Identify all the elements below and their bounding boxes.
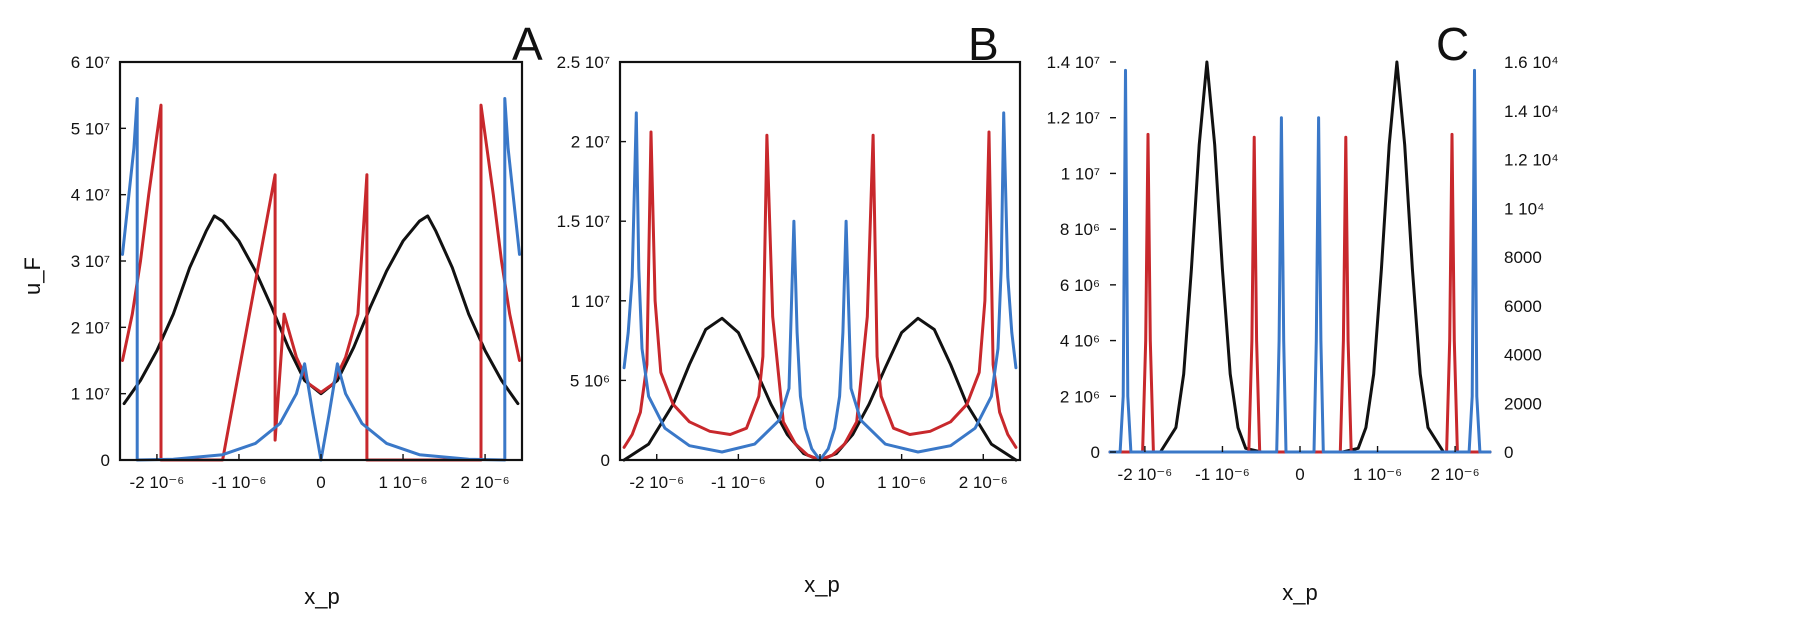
- panel-b-series-blue-line: [622, 111, 1018, 462]
- panel-a-y-tick-label-5-10: 5 10⁷: [71, 119, 110, 138]
- panel-c-series-layer: [1108, 60, 1492, 454]
- panel-b-y-tick-label-2-10: 2 10⁷: [571, 133, 610, 152]
- panel-c-series-black-line: [1108, 60, 1492, 454]
- panel-a: -2 10⁻⁶ -1 10⁻⁶ 0 1 10⁻⁶ 2 10⁻⁶ 0 1 10⁷ 2 10⁷ 3 …: [20, 18, 543, 609]
- panel-c-letter: C: [1436, 18, 1469, 70]
- panel-a-series-layer: [121, 97, 521, 462]
- panel-c-x-tick-label-2-10: -2 10⁻⁶: [1118, 465, 1173, 484]
- panel-c-x-axis-label: x_p: [1282, 580, 1317, 605]
- panel-a-y-tick-label-2-10: 2 10⁷: [71, 318, 110, 337]
- panel-c-series-blue-line: [1108, 68, 1492, 454]
- panel-b-y-tick-label-1-10: 1 10⁷: [571, 292, 610, 311]
- panel-c-y-tick-label-8-10: 8 10⁶: [1060, 220, 1100, 239]
- panel-c-x-tick-label-2-10: 2 10⁻⁶: [1431, 465, 1480, 484]
- panel-a-x-axis-label: x_p: [304, 584, 339, 609]
- panel-a-y-tick-label-0: 0: [101, 451, 110, 470]
- panel-a-series-red-line: [121, 103, 521, 462]
- panel-b-y-tick-label-1-5-10: 1.5 10⁷: [557, 212, 610, 231]
- panel-c: -2 10⁻⁶ -1 10⁻⁶ 0 1 10⁻⁶ 2 10⁻⁶ 0 2 10⁶ 4 10⁶ 6 …: [1047, 18, 1559, 605]
- panel-c-y2-tick-label-4000: 4000: [1504, 346, 1542, 365]
- panel-a-y-tick-label-1-10: 1 10⁷: [71, 385, 110, 404]
- panel-c-y-tick-label-0: 0: [1091, 443, 1100, 462]
- panel-c-y-tick-label-2-10: 2 10⁶: [1060, 387, 1100, 406]
- panel-b-plot-frame: [618, 60, 1022, 462]
- panel-a-plot-frame: [118, 60, 524, 462]
- panel-a-x-tick-label-2-10: -2 10⁻⁶: [130, 473, 185, 492]
- panel-b-y-tick-label-0: 0: [601, 451, 610, 470]
- panel-a-y-tick-label-6-10: 6 10⁷: [71, 53, 110, 72]
- panel-a-series-blue-line: [121, 97, 521, 462]
- panel-c-y-tick-label-1-4-10: 1.4 10⁷: [1047, 53, 1100, 72]
- panel-a-ticks-layer: -2 10⁻⁶ -1 10⁻⁶ 0 1 10⁻⁶ 2 10⁻⁶ 0 1 10⁷ 2 10⁷ 3 …: [71, 53, 510, 492]
- panel-b-series-black-line: [622, 316, 1018, 462]
- panel-a-y-tick-label-3-10: 3 10⁷: [71, 252, 110, 271]
- panel-b-x-axis-label: x_p: [804, 572, 839, 597]
- panel-c-y-tick-label-4-10: 4 10⁶: [1060, 332, 1100, 351]
- panel-c-y2-tick-label-1-6-10: 1.6 10⁴: [1504, 53, 1559, 72]
- panel-c-y2-tick-label-8000: 8000: [1504, 248, 1542, 267]
- panel-b-x-tick-label-2-10: -2 10⁻⁶: [629, 473, 684, 492]
- panel-c-y2-tick-label-1-2-10: 1.2 10⁴: [1504, 151, 1559, 170]
- panel-a-x-tick-label-1-10: 1 10⁻⁶: [379, 473, 428, 492]
- panel-a-y-tick-label-4-10: 4 10⁷: [71, 186, 110, 205]
- panel-c-y2-tick-label-2000: 2000: [1504, 394, 1542, 413]
- panel-a-letter: A: [512, 18, 543, 70]
- panel-b-series-layer: [622, 111, 1018, 462]
- panel-a-x-tick-label-2-10: 2 10⁻⁶: [461, 473, 510, 492]
- panel-c-y2-tick-label-6000: 6000: [1504, 297, 1542, 316]
- panel-c-series-red-line: [1108, 132, 1492, 454]
- panel-c-y2-tick-label-1-10: 1 10⁴: [1504, 199, 1544, 218]
- panel-a-x-tick-label-1-10: -1 10⁻⁶: [212, 473, 267, 492]
- panel-b: -2 10⁻⁶ -1 10⁻⁶ 0 1 10⁻⁶ 2 10⁻⁶ 0 5 10⁶ 1 10⁷ 1.…: [557, 18, 1022, 597]
- panel-c-y-tick-label-1-2-10: 1.2 10⁷: [1047, 109, 1100, 128]
- panel-b-y-tick-label-2-5-10: 2.5 10⁷: [557, 53, 610, 72]
- panel-b-x-tick-label-2-10: 2 10⁻⁶: [959, 473, 1008, 492]
- panel-c-x-tick-label-1-10: 1 10⁻⁶: [1353, 465, 1402, 484]
- panel-a-x-tick-label-0: 0: [316, 473, 325, 492]
- panel-c-x-tick-label-1-10: -1 10⁻⁶: [1195, 465, 1250, 484]
- panel-b-series-red-line: [622, 130, 1018, 462]
- panel-c-ticks-layer: -2 10⁻⁶ -1 10⁻⁶ 0 1 10⁻⁶ 2 10⁻⁶ 0 2 10⁶ 4 10⁶ 6 …: [1047, 53, 1559, 484]
- panel-b-y-tick-label-5-10: 5 10⁶: [570, 371, 610, 390]
- panel-a-series-black-line: [122, 214, 520, 406]
- panel-b-letter: B: [968, 18, 999, 70]
- panel-a-y-axis-label: u_F: [20, 257, 45, 295]
- panel-c-y2-tick-label-1-4-10: 1.4 10⁴: [1504, 102, 1559, 121]
- panel-b-ticks-layer: -2 10⁻⁶ -1 10⁻⁶ 0 1 10⁻⁶ 2 10⁻⁶ 0 5 10⁶ 1 10⁷ 1.…: [557, 53, 1008, 492]
- panel-c-y2-tick-label-0: 0: [1504, 443, 1513, 462]
- panel-b-x-tick-label-0: 0: [815, 473, 824, 492]
- panel-c-x-tick-label-0: 0: [1295, 465, 1304, 484]
- panel-c-y-tick-label-1-10: 1 10⁷: [1061, 164, 1100, 183]
- panel-c-y-tick-label-6-10: 6 10⁶: [1060, 276, 1100, 295]
- panel-b-x-tick-label-1-10: 1 10⁻⁶: [877, 473, 926, 492]
- panel-b-x-tick-label-1-10: -1 10⁻⁶: [711, 473, 766, 492]
